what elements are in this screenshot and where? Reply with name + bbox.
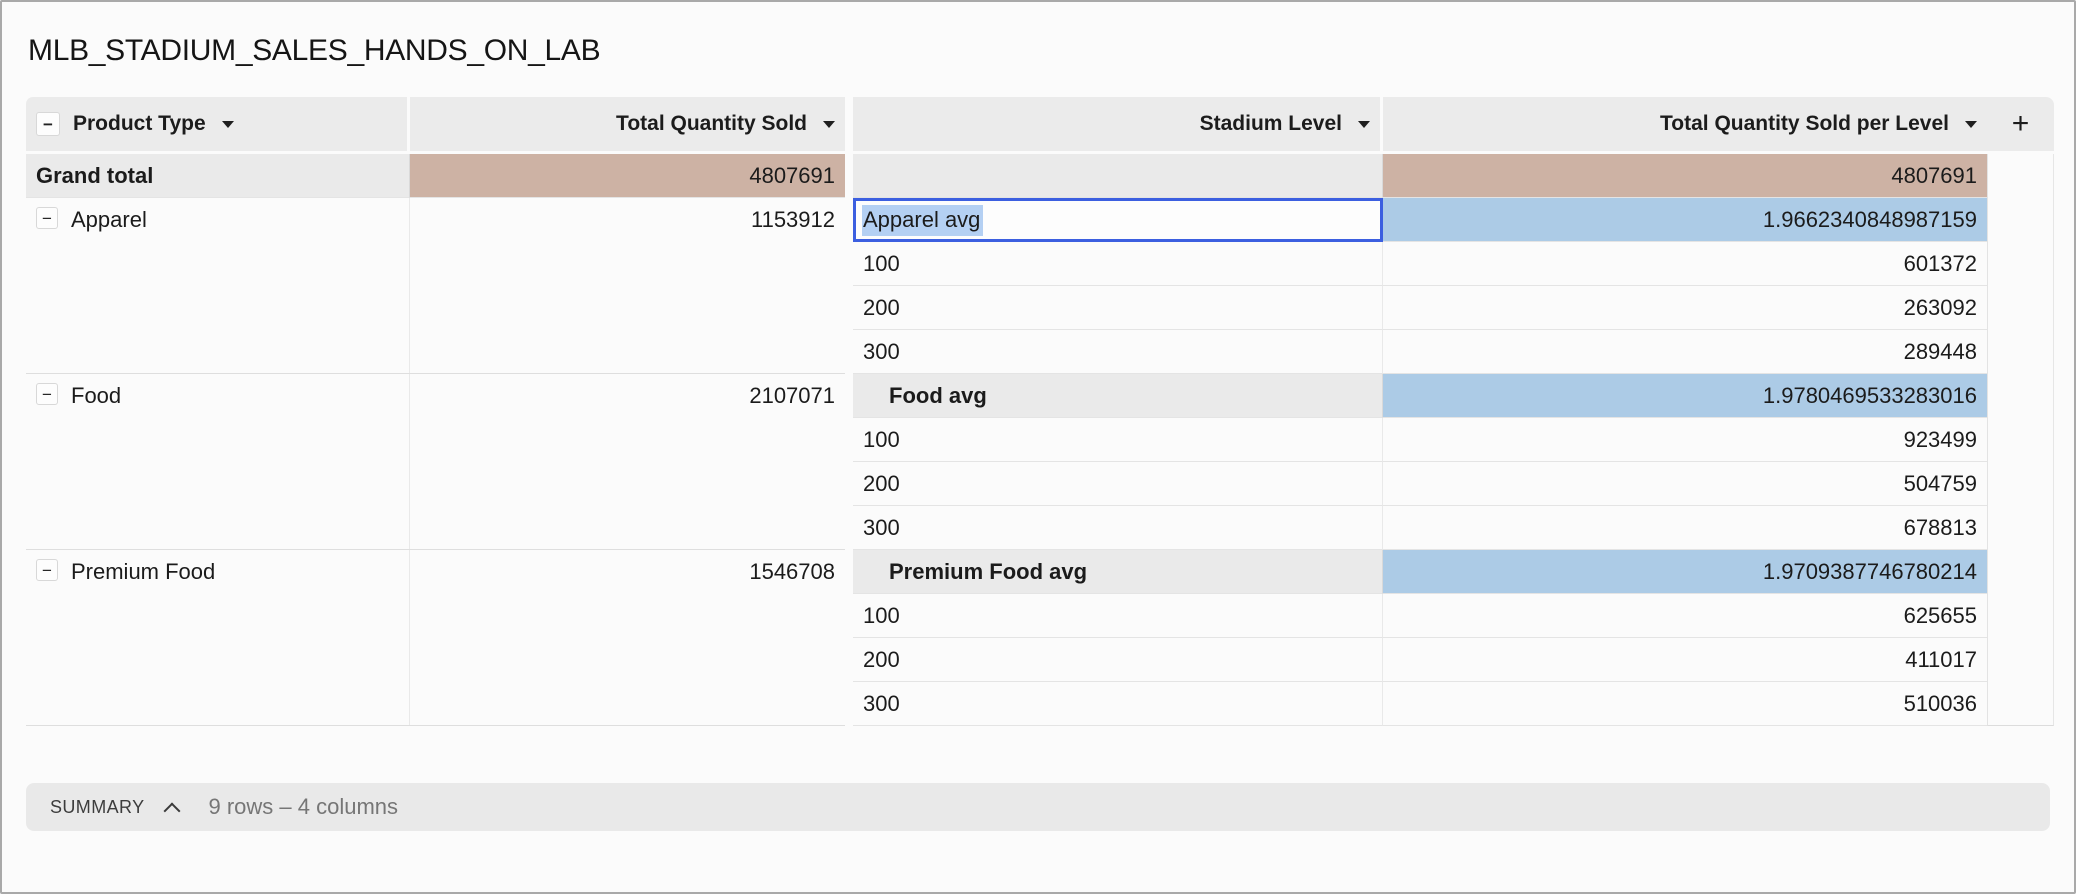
chevron-down-icon[interactable] [1358,120,1370,128]
header-row-right: Stadium Level Total Quantity Sold per Le… [853,97,1987,154]
selected-text: Apparel avg [862,204,984,236]
group-name-cell[interactable]: − Apparel [26,198,410,373]
avg-row-apparel: Apparel avg 1.9662340848987159 [853,198,1987,242]
column-header-label: Total Quantity Sold [616,112,807,135]
column-header-label: Stadium Level [1199,112,1342,135]
level-row: 200 504759 [853,462,1987,506]
summary-bar: SUMMARY 9 rows – 4 columns [26,783,2050,831]
group-block-food: − Food 2107071 [26,374,845,550]
level-value-cell[interactable]: 601372 [1383,242,1987,286]
page-title: MLB_STADIUM_SALES_HANDS_ON_LAB [28,34,601,67]
minus-icon: − [42,208,52,228]
collapse-group-button[interactable]: − [36,559,58,581]
group-block-premium-food: − Premium Food 1546708 [26,550,845,726]
avg-value-cell[interactable]: 1.9780469533283016 [1383,374,1987,418]
table-right-panel: Stadium Level Total Quantity Sold per Le… [853,97,2054,726]
level-row: 200 263092 [853,286,1987,330]
table-right-main: Stadium Level Total Quantity Sold per Le… [853,97,1987,726]
level-value-cell[interactable]: 923499 [1383,418,1987,462]
header-row-left: − Product Type Total Quantity Sold [26,97,845,154]
avg-row-food: Food avg 1.9780469533283016 [853,374,1987,418]
avg-label-edit-cell[interactable]: Apparel avg [853,198,1383,242]
level-value-cell[interactable]: 263092 [1383,286,1987,330]
summary-label[interactable]: SUMMARY [50,796,145,817]
avg-label-cell[interactable]: Food avg [853,374,1383,418]
column-header-total-quantity-sold[interactable]: Total Quantity Sold [410,97,845,154]
avg-value-cell[interactable]: 1.9709387746780214 [1383,550,1987,594]
grand-total-per-level-cell[interactable]: 4807691 [1383,154,1987,198]
level-row: 100 625655 [853,594,1987,638]
level-cell[interactable]: 200 [853,286,1383,330]
column-header-label: Total Quantity Sold per Level [1660,112,1949,135]
group-total-cell[interactable]: 1546708 [410,550,845,725]
grand-total-row-left: Grand total 4807691 [26,154,845,198]
group-name: Premium Food [71,559,216,584]
level-row: 100 923499 [853,418,1987,462]
level-cell[interactable]: 300 [853,682,1383,726]
group-name: Food [71,383,122,408]
add-column-button[interactable]: + [1987,97,2054,154]
add-column-strip: + [1987,97,2054,726]
level-value-cell[interactable]: 411017 [1383,638,1987,682]
group-name-cell[interactable]: − Premium Food [26,550,410,725]
column-header-stadium-level[interactable]: Stadium Level [853,97,1383,154]
minus-icon: − [43,114,53,134]
grand-total-row-right: 4807691 [853,154,1987,198]
level-cell[interactable]: 100 [853,594,1383,638]
chevron-down-icon[interactable] [823,120,835,128]
collapse-group-button[interactable]: − [36,207,58,229]
chevron-down-icon[interactable] [221,120,234,128]
group-name: Apparel [71,207,147,232]
level-value-cell[interactable]: 289448 [1383,330,1987,374]
plus-icon: + [2011,107,2030,140]
level-cell[interactable]: 100 [853,242,1383,286]
level-cell[interactable]: 100 [853,418,1383,462]
column-header-total-quantity-sold-per-level[interactable]: Total Quantity Sold per Level [1383,97,1987,154]
data-table: − Product Type Total Quantity Sold Grand… [26,97,2054,726]
avg-row-premium-food: Premium Food avg 1.9709387746780214 [853,550,1987,594]
level-row: 300 289448 [853,330,1987,374]
add-column-body [1987,154,2054,726]
group-block-apparel: − Apparel 1153912 [26,198,845,374]
column-header-label: Product Type [73,112,206,135]
level-cell[interactable]: 300 [853,330,1383,374]
level-cell[interactable]: 200 [853,638,1383,682]
minus-icon: − [42,384,52,404]
group-total-cell[interactable]: 2107071 [410,374,845,549]
chevron-down-icon[interactable] [1965,120,1977,128]
summary-row-column-count: 9 rows – 4 columns [208,794,399,819]
grand-total-empty-cell[interactable] [853,154,1383,198]
group-name-cell[interactable]: − Food [26,374,410,549]
level-cell[interactable]: 200 [853,462,1383,506]
avg-label-cell[interactable]: Premium Food avg [853,550,1383,594]
level-value-cell[interactable]: 504759 [1383,462,1987,506]
collapse-group-button[interactable]: − [36,383,58,405]
level-row: 200 411017 [853,638,1987,682]
level-value-cell[interactable]: 678813 [1383,506,1987,550]
group-total-cell[interactable]: 1153912 [410,198,845,373]
grand-total-quantity-cell[interactable]: 4807691 [410,154,845,198]
minus-icon: − [42,560,52,580]
collapse-group-column-button[interactable]: − [36,112,60,136]
level-cell[interactable]: 300 [853,506,1383,550]
column-header-product-type[interactable]: − Product Type [26,97,410,154]
grand-total-label-cell[interactable]: Grand total [26,154,410,198]
avg-value-cell[interactable]: 1.9662340848987159 [1383,198,1987,242]
level-row: 300 510036 [853,682,1987,726]
level-value-cell[interactable]: 510036 [1383,682,1987,726]
level-row: 300 678813 [853,506,1987,550]
level-row: 100 601372 [853,242,1987,286]
chevron-up-icon[interactable] [163,802,181,820]
table-left-panel: − Product Type Total Quantity Sold Grand… [26,97,845,726]
level-value-cell[interactable]: 625655 [1383,594,1987,638]
